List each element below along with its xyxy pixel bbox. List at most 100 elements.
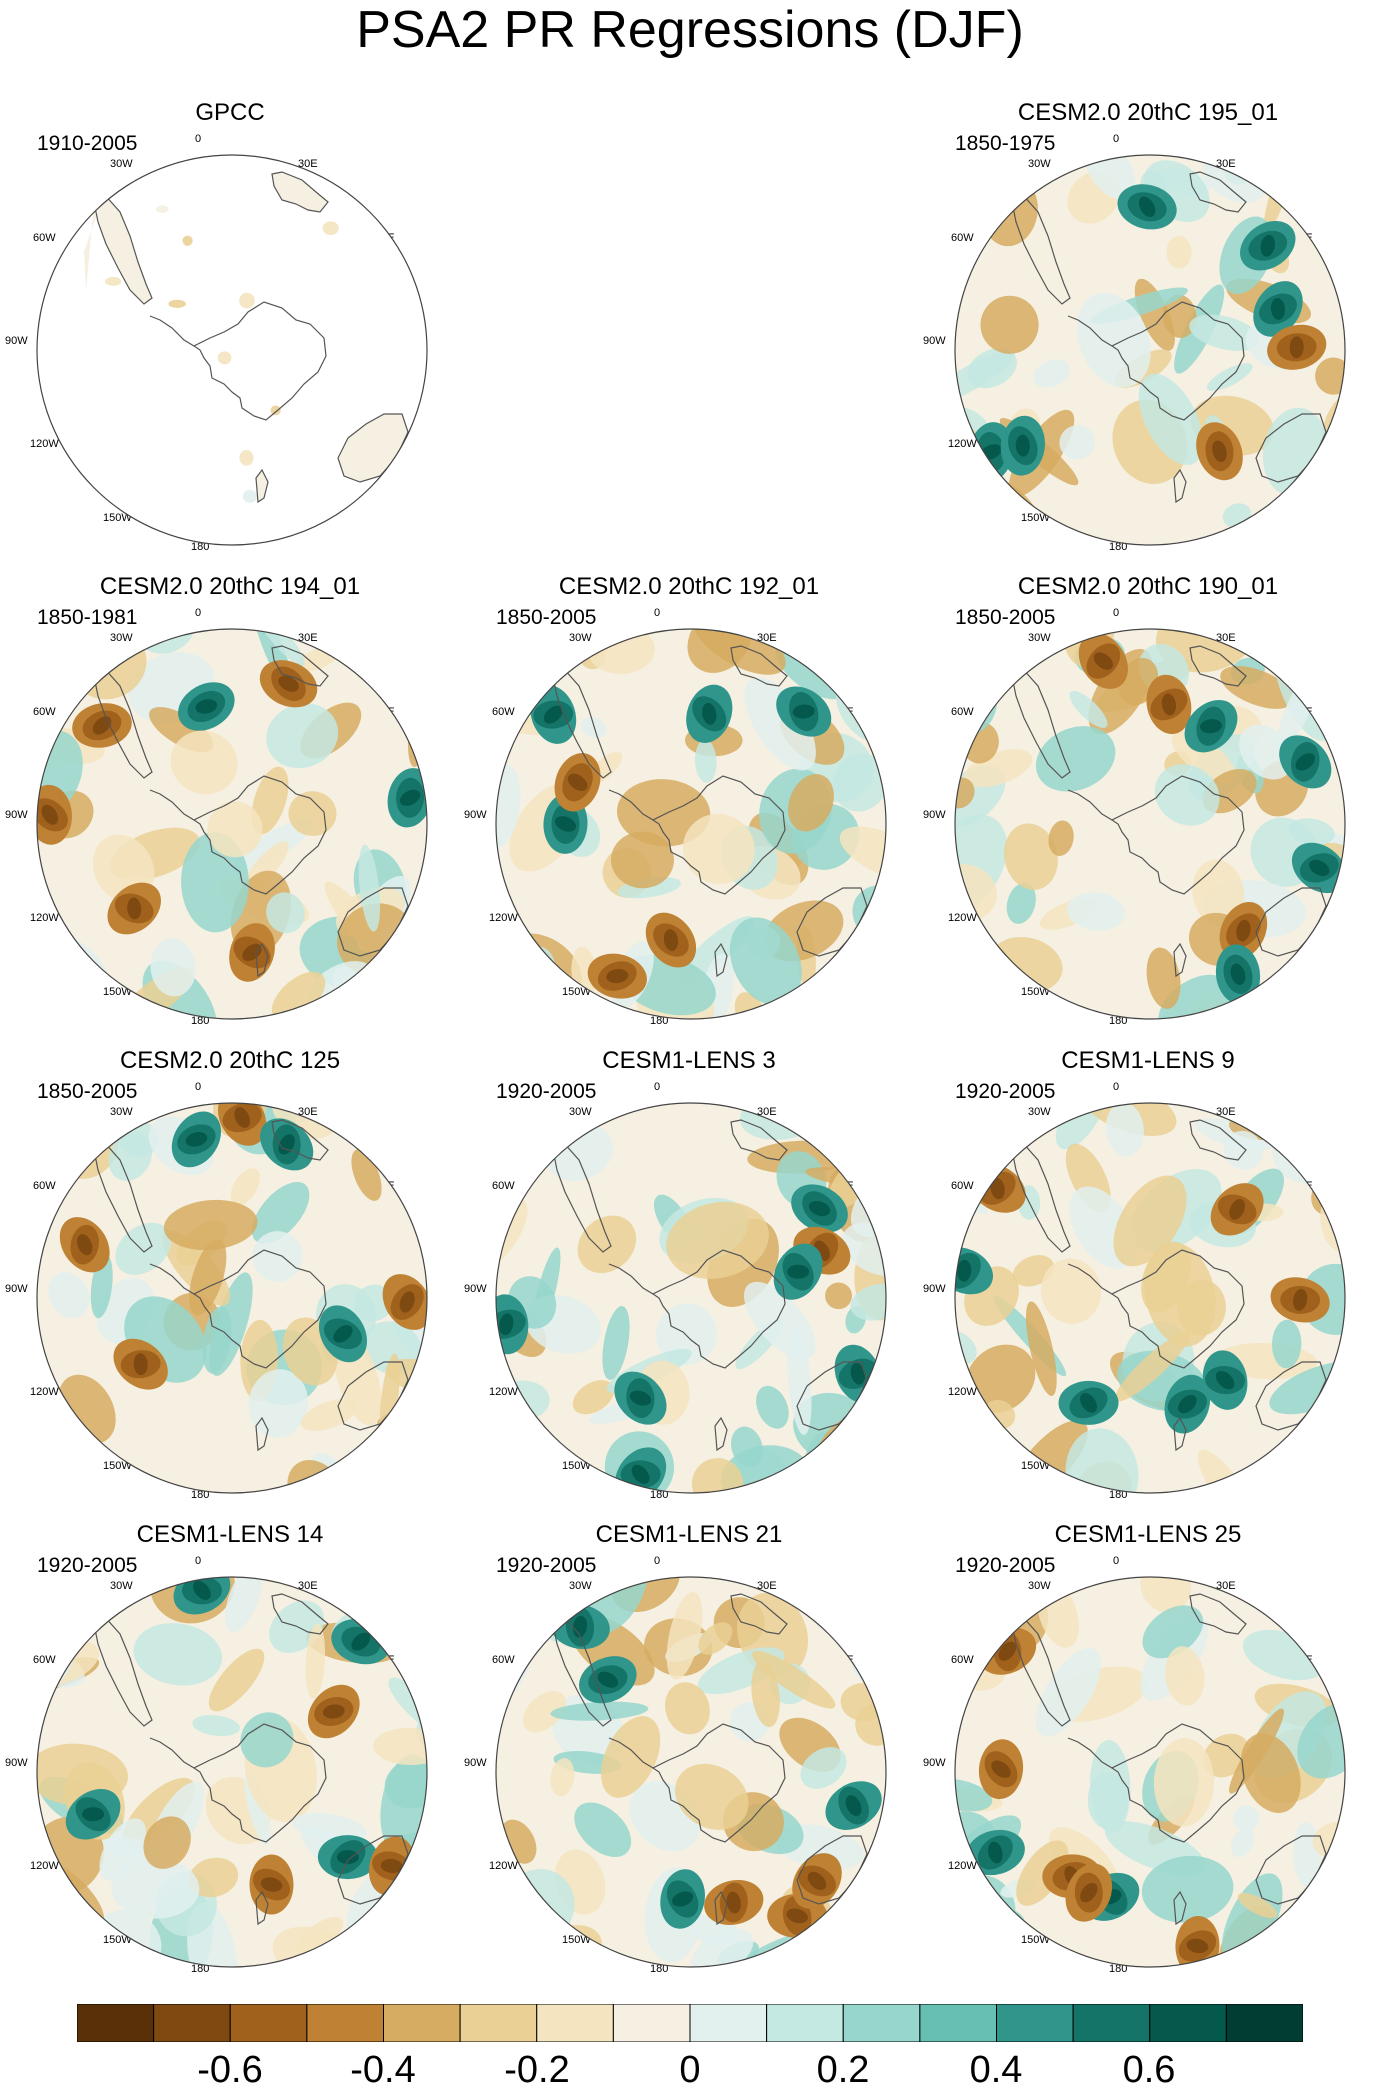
colorbar-swatch xyxy=(229,2004,308,2042)
longitude-label: 30E xyxy=(757,632,777,644)
figure-title: PSA2 PR Regressions (DJF) xyxy=(356,1,1024,59)
coastline xyxy=(714,1416,728,1452)
longitude-label: 150W xyxy=(1021,1934,1050,1946)
longitude-label: 30E xyxy=(298,1580,318,1592)
longitude-label: 120W xyxy=(948,1860,977,1872)
longitude-label: 150W xyxy=(1021,512,1050,524)
panel-title: GPCC xyxy=(195,99,265,126)
longitude-label: 60W xyxy=(951,1654,974,1666)
longitude-label: 120W xyxy=(30,1860,59,1872)
longitude-label: 0 xyxy=(654,1555,661,1567)
colorbar-swatch xyxy=(459,2004,538,2042)
longitude-label: 90W xyxy=(464,809,487,821)
longitude-label: 180 xyxy=(191,1963,210,1975)
map-panel: CESM2.0 20thC 194_011850-1981030W30E60W6… xyxy=(0,572,460,1042)
panel-title: CESM1-LENS 3 xyxy=(602,1047,776,1074)
coastline xyxy=(714,1890,728,1926)
longitude-label: 180 xyxy=(650,1015,669,1027)
longitude-label: 30W xyxy=(569,1106,592,1118)
coastline xyxy=(608,1263,654,1295)
longitude-label: 30W xyxy=(1028,158,1051,170)
coastline xyxy=(1011,667,1071,779)
longitude-label: 60W xyxy=(33,706,56,718)
panel-years: 1850-1975 xyxy=(955,132,1056,155)
colorbar-tick-label: -0.2 xyxy=(504,2049,570,2091)
longitude-label: 60W xyxy=(951,1180,974,1192)
coastline xyxy=(730,645,788,687)
longitude-label: 0 xyxy=(1113,607,1120,619)
coastline xyxy=(1173,1416,1187,1452)
colorbar-swatch xyxy=(1149,2004,1227,2042)
colorbar-tick-label: 0 xyxy=(679,2049,701,2091)
map-panel: CESM2.0 20thC 195_011850-1975030W30E60W6… xyxy=(918,98,1378,568)
map-panel: CESM2.0 20thC 1251850-2005030W30E60W60E9… xyxy=(0,1046,460,1516)
colorbar-tick-label: 0.6 xyxy=(1122,2049,1176,2091)
colorbar-swatch xyxy=(689,2004,768,2042)
panel-years: 1850-2005 xyxy=(955,606,1056,629)
coastline xyxy=(1011,1141,1071,1253)
longitude-label: 90W xyxy=(464,1757,487,1769)
longitude-label: 90W xyxy=(5,809,28,821)
longitude-label: 60W xyxy=(492,1180,515,1192)
coastline xyxy=(1067,315,1113,347)
coastline xyxy=(93,667,153,779)
panel-years: 1920-2005 xyxy=(496,1080,597,1103)
longitude-label: 180 xyxy=(1109,1015,1128,1027)
coastline xyxy=(255,468,269,504)
longitude-label: 0 xyxy=(1113,1081,1120,1093)
panel-title: CESM1-LENS 9 xyxy=(1061,1047,1235,1074)
colorbar-tick-label: 0.2 xyxy=(816,2049,870,2091)
coastline xyxy=(149,315,195,347)
longitude-label: 30E xyxy=(1216,158,1236,170)
longitude-label: 0 xyxy=(195,607,202,619)
map-panel: CESM1-LENS 251920-2005030W30E60W60E90W90… xyxy=(918,1520,1378,1990)
longitude-label: 120W xyxy=(30,1386,59,1398)
longitude-label: 0 xyxy=(1113,133,1120,145)
coastline xyxy=(255,1416,269,1452)
longitude-label: 120W xyxy=(948,1386,977,1398)
longitude-label: 60W xyxy=(33,1180,56,1192)
coastline xyxy=(192,1723,327,1843)
map-panel: CESM1-LENS 141920-2005030W30E60W60E90W90… xyxy=(0,1520,460,1990)
coastline xyxy=(552,667,612,779)
coastline xyxy=(271,171,329,213)
longitude-label: 30W xyxy=(1028,1580,1051,1592)
coastline xyxy=(149,1263,195,1295)
longitude-label: 30E xyxy=(298,632,318,644)
coastline xyxy=(149,1737,195,1769)
polar-map xyxy=(954,154,1346,546)
colorbar-swatch xyxy=(153,2004,231,2042)
longitude-label: 30W xyxy=(569,632,592,644)
colorbar-swatch xyxy=(612,2004,691,2042)
coastline xyxy=(1189,171,1247,213)
colorbar-swatch xyxy=(383,2004,461,2042)
longitude-label: 180 xyxy=(650,1963,669,1975)
coastline xyxy=(651,1249,786,1369)
panel-title: CESM2.0 20thC 190_01 xyxy=(1017,573,1279,600)
longitude-label: 150W xyxy=(562,986,591,998)
colorbar-swatch xyxy=(77,2004,155,2042)
longitude-label: 150W xyxy=(103,1934,132,1946)
longitude-label: 60W xyxy=(492,706,515,718)
longitude-label: 150W xyxy=(1021,986,1050,998)
panel-title: CESM2.0 20thC 192_01 xyxy=(558,573,820,600)
longitude-label: 30E xyxy=(298,1106,318,1118)
map-panel: CESM1-LENS 211920-2005030W30E60W60E90W90… xyxy=(459,1520,919,1990)
panel-years: 1850-2005 xyxy=(496,606,597,629)
longitude-label: 60W xyxy=(951,706,974,718)
panel-years: 1920-2005 xyxy=(496,1554,597,1577)
longitude-label: 30E xyxy=(757,1106,777,1118)
longitude-label: 120W xyxy=(948,912,977,924)
coastline xyxy=(271,1593,329,1635)
longitude-label: 90W xyxy=(923,1283,946,1295)
polar-map xyxy=(954,1102,1346,1494)
coastline xyxy=(192,775,327,895)
coastline xyxy=(255,942,269,978)
longitude-label: 150W xyxy=(1021,1460,1050,1472)
longitude-label: 0 xyxy=(195,133,202,145)
colorbar-swatch xyxy=(306,2004,384,2042)
coastline xyxy=(1189,1119,1247,1161)
coastline xyxy=(255,1890,269,1926)
coastline xyxy=(192,301,327,421)
panel-years: 1920-2005 xyxy=(955,1080,1056,1103)
